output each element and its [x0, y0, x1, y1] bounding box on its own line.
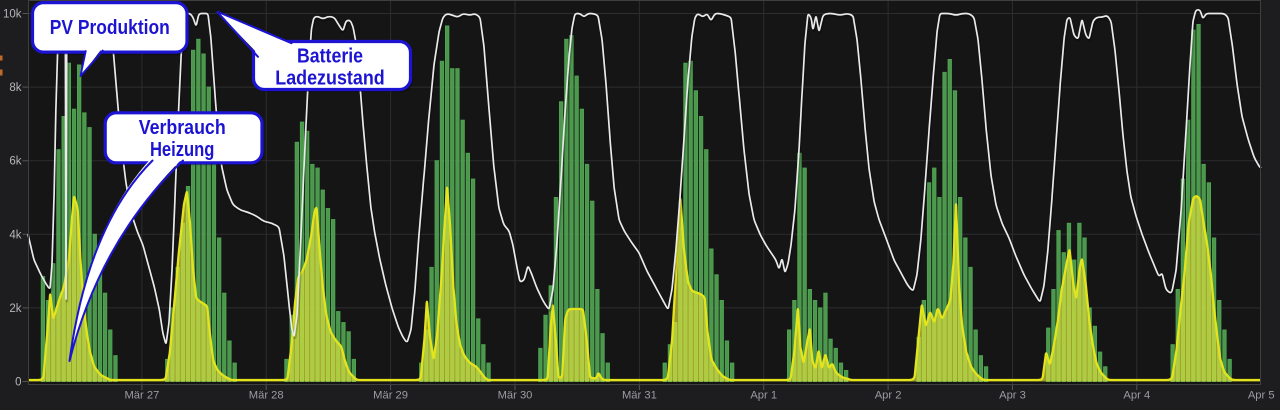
svg-text:Apr 5: Apr 5	[1248, 390, 1275, 402]
svg-text:Mär 30: Mär 30	[498, 390, 533, 402]
svg-text:Apr 2: Apr 2	[875, 390, 902, 402]
svg-text:Apr 3: Apr 3	[999, 390, 1026, 402]
svg-text:PV Produktion: PV Produktion	[50, 17, 170, 39]
svg-text:4k: 4k	[9, 229, 21, 241]
svg-text:10k: 10k	[3, 9, 22, 21]
svg-text:Mär 31: Mär 31	[622, 390, 657, 402]
svg-text:6k: 6k	[9, 156, 21, 168]
svg-text:8k: 8k	[9, 82, 21, 94]
svg-text:2k: 2k	[9, 303, 21, 315]
svg-text:Mär 29: Mär 29	[373, 390, 408, 402]
svg-text:Ladezustand: Ladezustand	[275, 67, 385, 89]
svg-text:Mär 27: Mär 27	[124, 390, 159, 402]
svg-text:0: 0	[15, 377, 21, 389]
svg-text:Heizung: Heizung	[150, 139, 215, 161]
svg-text:Verbrauch: Verbrauch	[139, 117, 226, 139]
svg-text:Batterie: Batterie	[297, 46, 363, 68]
svg-text:Apr 1: Apr 1	[750, 390, 777, 402]
svg-text:Apr 4: Apr 4	[1123, 390, 1150, 402]
svg-text:Mär 28: Mär 28	[249, 390, 284, 402]
